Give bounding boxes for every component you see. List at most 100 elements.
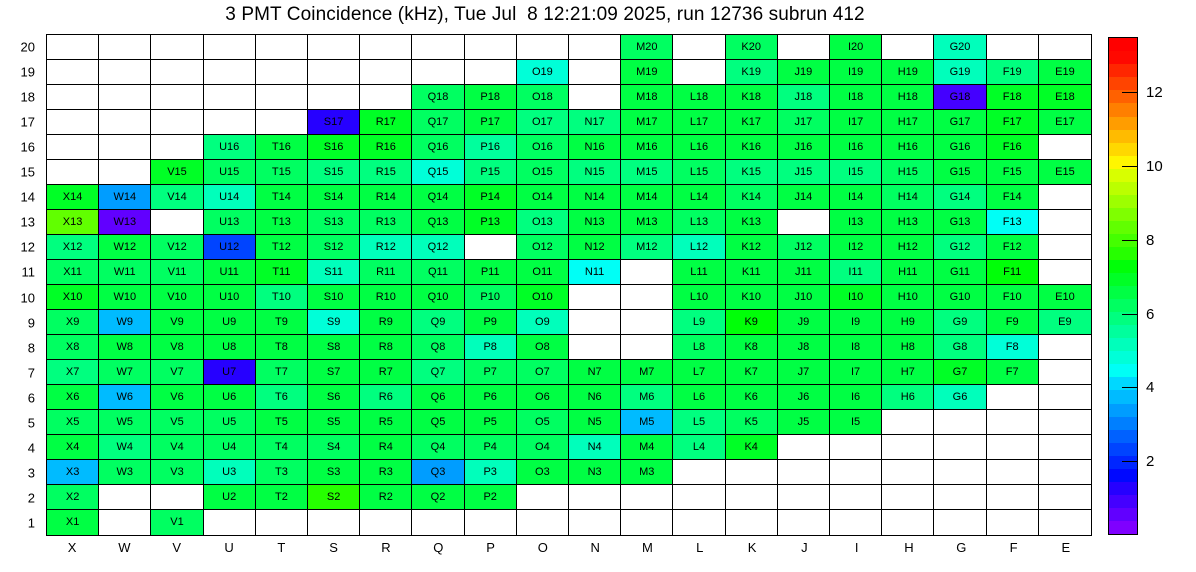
heatmap-cell-p17: P17	[464, 110, 517, 135]
heatmap-cell-label: M19	[636, 65, 658, 78]
heatmap-cell-e4	[1038, 435, 1091, 460]
heatmap-cell-label: J10	[794, 290, 813, 303]
heatmap-cell-s7: S7	[308, 360, 361, 385]
heatmap-cell-e14	[1038, 185, 1091, 210]
heatmap-cell-label: L16	[689, 140, 709, 153]
heatmap-cell-g3	[934, 460, 987, 485]
heatmap-cell-label: W14	[113, 190, 137, 203]
y-axis-tick-1: 1	[27, 515, 35, 531]
heatmap-cell-u5: U5	[203, 410, 256, 435]
heatmap-cell-label: P3	[483, 465, 497, 478]
heatmap-cell-label: W6	[116, 390, 134, 403]
heatmap-cell-label: S7	[326, 365, 341, 378]
heatmap-cell-r11: R11	[360, 260, 413, 285]
heatmap-cell-label: F17	[1002, 115, 1022, 128]
heatmap-cell-u3: U3	[203, 460, 256, 485]
heatmap-cell-w2	[99, 485, 152, 510]
heatmap-cell-g10: G10	[934, 285, 987, 310]
heatmap-cell-v12: V12	[151, 235, 204, 260]
heatmap-cell-label: J6	[797, 390, 810, 403]
heatmap-cell-w11: W11	[99, 260, 152, 285]
heatmap-cell-empty	[882, 35, 935, 60]
heatmap-cell-empty	[47, 35, 100, 60]
heatmap-cell-r2: R2	[360, 485, 413, 510]
heatmap-cell-label: U13	[219, 215, 240, 228]
heatmap-cell-label: W7	[116, 365, 134, 378]
heatmap-cell-o18: O18	[516, 85, 569, 110]
heatmap-cell-label: N3	[587, 465, 602, 478]
heatmap-cell-x3: X3	[47, 460, 100, 485]
heatmap-cell-label: P16	[480, 140, 500, 153]
heatmap-cell-label: S10	[323, 290, 344, 303]
heatmap-cell-label: T9	[274, 315, 288, 328]
color-scale-band	[1109, 364, 1137, 378]
heatmap-cell-i4	[830, 435, 883, 460]
y-axis-tick-8: 8	[27, 340, 35, 356]
color-scale-tick-mark	[1122, 387, 1138, 389]
heatmap-cell-f2	[986, 485, 1039, 510]
heatmap-cell-label: K18	[741, 90, 761, 103]
heatmap-cell-m4: M4	[621, 435, 674, 460]
y-axis-tick-18: 18	[20, 89, 35, 105]
heatmap-cell-label: L14	[689, 190, 709, 203]
heatmap-cell-empty	[99, 160, 152, 185]
heatmap-cell-empty	[360, 85, 413, 110]
heatmap-cell-label: M5	[639, 415, 655, 428]
heatmap-cell-s11: S11	[308, 260, 361, 285]
heatmap-cell-t10: T10	[255, 285, 308, 310]
heatmap-cell-n14: N14	[569, 185, 622, 210]
heatmap-cell-p14: P14	[464, 185, 517, 210]
heatmap-cell-q7: Q7	[412, 360, 465, 385]
heatmap-cell-label: K17	[741, 115, 761, 128]
heatmap-cell-label: I12	[847, 240, 864, 253]
heatmap-cell-v7: V7	[151, 360, 204, 385]
heatmap-cell-p7: P7	[464, 360, 517, 385]
color-scale-band	[1109, 468, 1137, 482]
heatmap-cell-m19: M19	[621, 60, 674, 85]
heatmap-cell-v9: V9	[151, 310, 204, 335]
heatmap-cell-w6: W6	[99, 385, 152, 410]
heatmap-cell-m5: M5	[621, 410, 674, 435]
heatmap-cell-n13: N13	[569, 210, 622, 235]
y-axis-tick-10: 10	[20, 290, 35, 306]
heatmap-cell-m8	[621, 335, 674, 360]
heatmap-cell-label: N14	[584, 190, 605, 203]
heatmap-cell-x13: X13	[47, 210, 100, 235]
heatmap-cell-label: G18	[949, 90, 971, 103]
heatmap-cell-label: V14	[167, 190, 187, 203]
x-axis-tick-P: P	[486, 540, 495, 555]
heatmap-cell-p8: P8	[464, 335, 517, 360]
heatmap-cell-j7: J7	[777, 360, 830, 385]
heatmap-cell-n7: N7	[569, 360, 622, 385]
heatmap-cell-label: V11	[167, 265, 187, 278]
heatmap-cell-e19: E19	[1038, 60, 1091, 85]
heatmap-cell-label: M14	[636, 190, 658, 203]
heatmap-cell-f14: F14	[986, 185, 1039, 210]
color-scale-band	[1109, 299, 1137, 313]
heatmap-cell-label: O14	[532, 190, 553, 203]
heatmap-cell-label: Q12	[427, 240, 449, 253]
heatmap-cell-p5: P5	[464, 410, 517, 435]
color-scale-band	[1109, 155, 1137, 169]
x-axis-tick-S: S	[329, 540, 338, 555]
heatmap-cell-empty	[255, 35, 308, 60]
heatmap-cell-label: F14	[1002, 190, 1022, 203]
heatmap-cell-x4: X4	[47, 435, 100, 460]
heatmap-cell-p11: P11	[464, 260, 517, 285]
heatmap-cell-q15: Q15	[412, 160, 465, 185]
heatmap-cell-label: M16	[636, 140, 658, 153]
heatmap-cell-label: M17	[636, 115, 658, 128]
heatmap-cell-h18: H18	[882, 85, 935, 110]
heatmap-cell-m11	[621, 260, 674, 285]
heatmap-cell-i11: I11	[830, 260, 883, 285]
y-axis-tick-16: 16	[20, 139, 35, 155]
heatmap-cell-label: V4	[170, 440, 184, 453]
heatmap-cell-k12: K12	[725, 235, 778, 260]
heatmap-cell-x8: X8	[47, 335, 100, 360]
heatmap-cell-r3: R3	[360, 460, 413, 485]
heatmap-cell-label: H10	[897, 290, 918, 303]
heatmap-cell-m12: M12	[621, 235, 674, 260]
heatmap-cell-empty	[151, 35, 204, 60]
x-axis-tick-K: K	[747, 540, 757, 555]
heatmap-cell-label: T4	[274, 440, 288, 453]
